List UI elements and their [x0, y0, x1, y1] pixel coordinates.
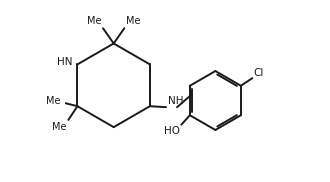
Text: Me: Me: [86, 16, 101, 26]
Text: Me: Me: [46, 96, 60, 106]
Text: Me: Me: [126, 16, 141, 26]
Text: NH: NH: [168, 96, 184, 106]
Text: Cl: Cl: [253, 68, 264, 78]
Text: HO: HO: [164, 126, 181, 136]
Text: Me: Me: [52, 122, 66, 132]
Text: HN: HN: [57, 58, 73, 68]
